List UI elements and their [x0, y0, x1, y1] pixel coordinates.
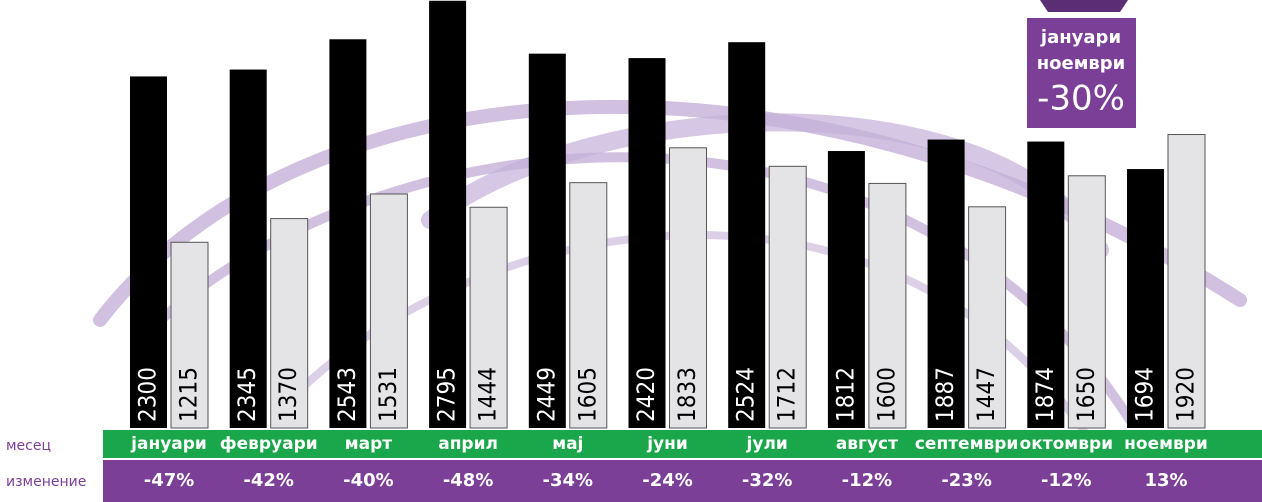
value-label: 1812	[831, 367, 859, 422]
x-tick-label: јануари	[130, 434, 207, 454]
change-label: -34%	[543, 470, 594, 491]
row-label: изменение	[6, 474, 86, 490]
change-label: -23%	[941, 470, 992, 491]
change-label: -12%	[1041, 470, 1092, 491]
x-tick-label: март	[345, 434, 393, 454]
x-tick-label: ноември	[1124, 434, 1208, 454]
row-label: месец	[6, 438, 51, 454]
value-label: 1694	[1131, 367, 1159, 422]
value-label: 1712	[773, 367, 801, 422]
value-label: 1444	[474, 367, 502, 422]
value-label: 1887	[931, 367, 959, 422]
value-label: 1215	[175, 367, 203, 422]
x-tick-label: октомври	[1020, 434, 1113, 454]
value-label: 1920	[1172, 367, 1200, 422]
change-label: -12%	[842, 470, 893, 491]
value-label: 1600	[872, 367, 900, 422]
value-label: 1650	[1072, 367, 1100, 422]
value-label: 1833	[673, 367, 701, 422]
badge: јануари ноември -30%	[1027, 0, 1136, 128]
change-label: -24%	[642, 470, 693, 491]
x-tick-label: јули	[746, 434, 788, 454]
chart: месец изменение 2300 1215 јануари -47% 2345 1…	[0, 0, 1262, 502]
change-label: -40%	[343, 470, 394, 491]
change-label: -32%	[742, 470, 793, 491]
value-label: 2300	[134, 367, 162, 422]
value-label: 2345	[233, 367, 261, 422]
badge-value: -30%	[1037, 79, 1125, 119]
x-tick-label: јуни	[646, 434, 688, 454]
change-label: -47%	[144, 470, 195, 491]
change-label: -42%	[243, 470, 294, 491]
badge-line: ноември	[1037, 53, 1126, 74]
bar	[429, 1, 466, 428]
value-label: 1370	[274, 367, 302, 422]
change-label: -48%	[443, 470, 494, 491]
value-label: 2420	[632, 367, 660, 422]
value-label: 1605	[573, 367, 601, 422]
x-tick-label: август	[836, 434, 898, 454]
value-label: 2795	[433, 367, 461, 422]
x-tick-label: мај	[552, 434, 583, 454]
x-tick-label: септември	[915, 434, 1018, 454]
value-label: 2449	[532, 367, 560, 422]
x-tick-label: февруари	[220, 434, 318, 454]
value-label: 1531	[374, 367, 402, 422]
change-label: 13%	[1144, 470, 1187, 491]
value-label: 2543	[333, 367, 361, 422]
badge-line: јануари	[1040, 27, 1121, 48]
value-label: 1447	[972, 367, 1000, 422]
value-label: 2524	[732, 367, 760, 422]
x-tick-label: април	[438, 434, 498, 454]
value-label: 1874	[1031, 367, 1059, 422]
